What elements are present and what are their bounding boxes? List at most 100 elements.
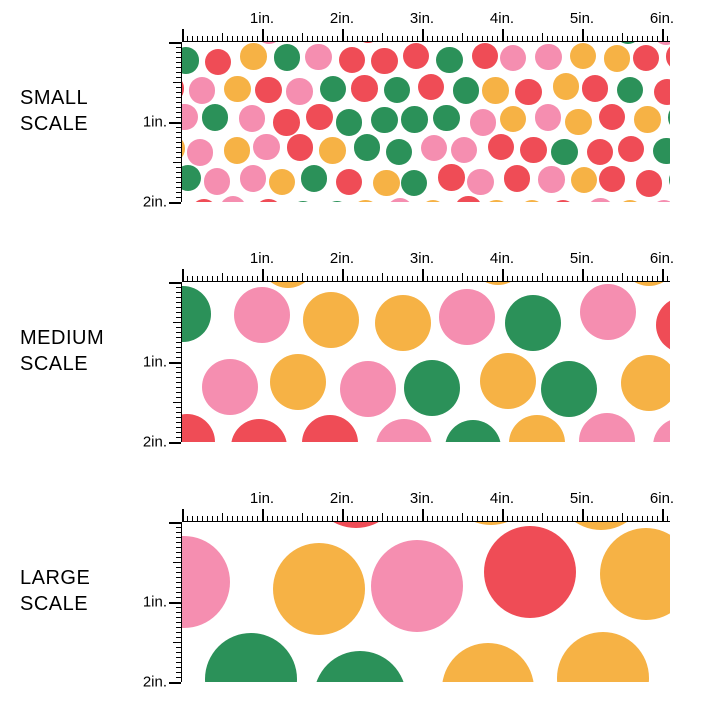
polka-dot <box>439 289 495 345</box>
polka-dot <box>319 137 345 163</box>
polka-dot <box>182 135 185 161</box>
panel-label-col: SMALLSCALE <box>20 85 160 137</box>
polka-dot <box>653 42 670 45</box>
polka-dot <box>202 359 258 415</box>
polka-dot <box>270 354 326 410</box>
polka-dot <box>445 420 501 442</box>
swatch-area: 1in.2in.3in.4in.5in.6in.1in.2in. <box>160 20 670 202</box>
polka-dot <box>634 106 660 132</box>
ruler-top-label: 2in. <box>330 490 354 507</box>
polka-dot <box>231 419 287 442</box>
polka-dot <box>182 165 201 191</box>
polka-dot <box>403 43 429 69</box>
polka-dot <box>182 47 199 73</box>
polka-dot <box>500 106 526 132</box>
polka-dot <box>375 295 431 351</box>
polka-dot <box>470 109 496 135</box>
polka-dot <box>580 284 636 340</box>
polka-dot <box>205 633 297 682</box>
polka-dot <box>303 292 359 348</box>
polka-dot <box>224 137 250 163</box>
polka-dot <box>557 632 649 682</box>
polka-dot <box>505 295 561 351</box>
polka-dot <box>253 134 279 160</box>
polka-dot <box>373 170 399 196</box>
ruler-top-label: 4in. <box>490 490 514 507</box>
panel-label: LARGESCALE <box>20 565 150 617</box>
polka-dot <box>467 169 493 195</box>
polka-dot <box>484 526 576 618</box>
pattern-swatch-small <box>182 42 670 202</box>
polka-dot <box>182 75 184 101</box>
panel-label-col: MEDIUMSCALE <box>20 325 160 377</box>
ruler-top: 1in.2in.3in.4in.5in.6in. <box>182 20 670 42</box>
polka-dot <box>204 168 230 194</box>
polka-dot <box>273 543 365 635</box>
ruler-top-label: 6in. <box>650 10 674 27</box>
ruler-top-label: 6in. <box>650 490 674 507</box>
polka-dot <box>433 105 459 131</box>
pattern-swatch-medium <box>182 282 670 442</box>
polka-dot <box>570 43 596 69</box>
polka-dot <box>436 47 462 73</box>
ruler-top-label: 1in. <box>250 10 274 27</box>
polka-dot <box>420 200 446 202</box>
polka-dot <box>509 415 565 442</box>
polka-dot <box>301 165 327 191</box>
polka-dot <box>445 522 537 525</box>
polka-dot <box>633 45 659 71</box>
polka-dot <box>287 134 313 160</box>
ruler-left: 1in.2in. <box>160 282 182 442</box>
polka-dot <box>482 77 508 103</box>
ruler-top-label: 1in. <box>250 490 274 507</box>
polka-dot <box>453 77 479 103</box>
polka-dot <box>191 199 217 202</box>
polka-dot <box>371 48 397 74</box>
polka-dot <box>599 104 625 130</box>
polka-dot <box>587 139 613 165</box>
scale-panel-medium: MEDIUMSCALE 1in.2in.3in.4in.5in.6in.1in.2… <box>20 260 670 442</box>
polka-dot <box>351 75 377 101</box>
polka-dot <box>336 169 362 195</box>
polka-dot <box>401 106 427 132</box>
ruler-top-label: 4in. <box>490 250 514 267</box>
polka-dot <box>600 528 670 620</box>
polka-dot <box>404 360 460 416</box>
polka-dot <box>224 76 250 102</box>
ruler-top-label: 1in. <box>250 250 274 267</box>
ruler-top-label: 5in. <box>570 10 594 27</box>
polka-dot <box>519 200 545 202</box>
ruler-top: 1in.2in.3in.4in.5in.6in. <box>182 260 670 282</box>
polka-dot <box>274 44 300 70</box>
polka-dot <box>371 540 463 632</box>
polka-dot <box>668 104 670 130</box>
polka-dot <box>384 77 410 103</box>
polka-dot <box>187 139 213 165</box>
ruler-top-label: 2in. <box>330 250 354 267</box>
polka-dot <box>488 134 514 160</box>
polka-dot <box>386 139 412 165</box>
polka-dot <box>205 49 231 75</box>
polka-dot <box>541 361 597 417</box>
ruler-left-label: 1in. <box>143 114 167 131</box>
swatch-area: 1in.2in.3in.4in.5in.6in.1in.2in. <box>160 500 670 682</box>
polka-dot <box>306 104 332 130</box>
scale-panel-large: LARGESCALE1in.2in.3in.4in.5in.6in.1in.2i… <box>20 500 670 682</box>
polka-dot <box>314 651 406 682</box>
polka-dot <box>286 78 312 104</box>
polka-dot <box>669 167 670 193</box>
polka-dot <box>220 196 246 202</box>
ruler-left: 1in.2in. <box>160 42 182 202</box>
polka-dot <box>401 170 427 196</box>
polka-dot <box>442 643 534 682</box>
ruler-top: 1in.2in.3in.4in.5in.6in. <box>182 500 670 522</box>
polka-dot <box>582 75 608 101</box>
ruler-left-label: 2in. <box>143 434 167 451</box>
polka-dot <box>535 44 561 70</box>
polka-dot <box>656 297 670 353</box>
polka-dot <box>376 419 432 442</box>
polka-dot <box>239 105 265 131</box>
polka-dot <box>182 197 184 202</box>
polka-dot <box>189 77 215 103</box>
ruler-top-label: 6in. <box>650 250 674 267</box>
